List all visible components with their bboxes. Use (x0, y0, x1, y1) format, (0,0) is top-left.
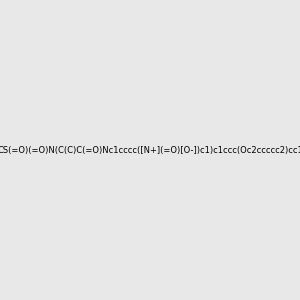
Text: CS(=O)(=O)N(C(C)C(=O)Nc1cccc([N+](=O)[O-])c1)c1ccc(Oc2ccccc2)cc1: CS(=O)(=O)N(C(C)C(=O)Nc1cccc([N+](=O)[O-… (0, 146, 300, 154)
